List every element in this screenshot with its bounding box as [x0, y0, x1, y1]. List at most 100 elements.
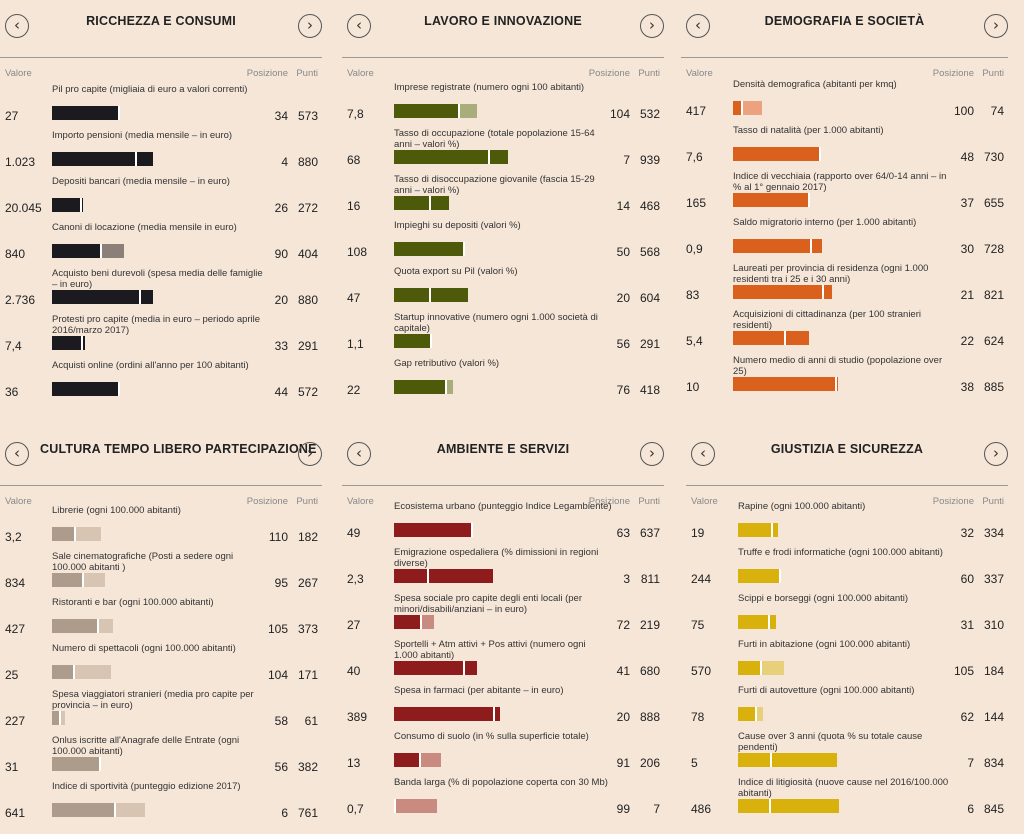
indicator-value: 27: [5, 109, 19, 123]
indicator-row[interactable]: Furti di autovetture (ogni 100.000 abita…: [686, 685, 1008, 732]
score-bar-fill: [52, 152, 135, 166]
prev-arrow-icon[interactable]: ‹: [5, 442, 29, 466]
indicator-label: Canoni di locazione (media mensile in eu…: [52, 222, 237, 233]
indicator-row[interactable]: Importo pensioni (media mensile – in eur…: [0, 130, 322, 177]
indicator-row[interactable]: Quota export su Pil (valori %) 47 20 604: [342, 266, 664, 313]
indicator-row[interactable]: Cause over 3 anni (quota % su totale cau…: [686, 731, 1008, 778]
indicator-row[interactable]: Furti in abitazione (ogni 100.000 abitan…: [686, 639, 1008, 686]
indicator-row[interactable]: Consumo di suolo (in % sulla superficie …: [342, 731, 664, 778]
indicator-row[interactable]: Acquisto beni durevoli (spesa media dell…: [0, 268, 322, 315]
indicator-value: 36: [5, 385, 19, 399]
indicator-position: 7: [623, 153, 630, 167]
indicator-row[interactable]: Laureati per provincia di residenza (ogn…: [681, 263, 1008, 310]
score-bar-fill: [738, 799, 769, 813]
indicator-label: Consumo di suolo (in % sulla superficie …: [394, 731, 589, 742]
indicator-row[interactable]: Scippi e borseggi (ogni 100.000 abitanti…: [686, 593, 1008, 640]
score-bar-fill: [738, 523, 771, 537]
indicator-row[interactable]: Sale cinematografiche (Posti a sedere og…: [0, 551, 322, 598]
indicator-points: 291: [639, 337, 660, 351]
indicator-points: 730: [983, 150, 1004, 164]
header-divider: [681, 57, 1008, 58]
indicator-row[interactable]: Sportelli + Atm attivi + Pos attivi (num…: [342, 639, 664, 686]
indicator-row[interactable]: Banda larga (% di popolazione coperta co…: [342, 777, 664, 824]
score-bar-fill: [733, 101, 741, 115]
score-bar-marker: [429, 288, 431, 302]
indicator-row[interactable]: Spesa sociale pro capite degli enti loca…: [342, 593, 664, 640]
indicator-row[interactable]: Densità demografica (abitanti per kmq) 41…: [681, 79, 1008, 126]
column-header-valore: Valore: [5, 496, 32, 507]
score-bar-fill: [733, 193, 808, 207]
indicator-points: 373: [297, 622, 318, 636]
score-bar-marker: [82, 573, 84, 587]
indicator-row[interactable]: Indice di litigiosità (nuove cause nel 2…: [686, 777, 1008, 824]
indicator-row[interactable]: Pil pro capite (migliaia di euro a valor…: [0, 84, 322, 131]
column-header-punti: Punti: [982, 496, 1004, 507]
indicator-row[interactable]: Acquisizioni di cittadinanza (per 100 st…: [681, 309, 1008, 356]
next-arrow-icon[interactable]: ›: [640, 442, 664, 466]
indicator-row[interactable]: Librerie (ogni 100.000 abitanti) 3,2 110 18…: [0, 505, 322, 552]
score-bar: [394, 288, 509, 302]
score-bar-fill: [733, 331, 784, 345]
indicator-row[interactable]: Tasso di disoccupazione giovanile (fasci…: [342, 174, 664, 221]
score-bar-marker: [99, 757, 101, 771]
indicator-row[interactable]: Ecosistema urbano (punteggio Indice Lega…: [342, 501, 664, 548]
panel-title: RICCHEZZA E CONSUMI: [86, 14, 236, 28]
indicator-points: 728: [983, 242, 1004, 256]
indicator-row[interactable]: Startup innovative (numero ogni 1.000 so…: [342, 312, 664, 359]
indicator-row[interactable]: Imprese registrate (numero ogni 100 abit…: [342, 82, 664, 129]
score-bar-marker: [488, 150, 490, 164]
indicator-points: 888: [639, 710, 660, 724]
indicator-points: 761: [297, 806, 318, 820]
prev-arrow-icon[interactable]: ‹: [347, 442, 371, 466]
indicator-row[interactable]: Acquisti online (ordini all'anno per 100…: [0, 360, 322, 407]
indicator-row[interactable]: Onlus iscritte all'Anagrafe delle Entrat…: [0, 735, 322, 782]
next-arrow-icon[interactable]: ›: [984, 14, 1008, 38]
indicator-row[interactable]: Depositi bancari (media mensile – in eur…: [0, 176, 322, 223]
indicator-row[interactable]: Emigrazione ospedaliera (% dimissioni in…: [342, 547, 664, 594]
prev-arrow-icon[interactable]: ‹: [686, 14, 710, 38]
indicator-row[interactable]: Canoni di locazione (media mensile in eu…: [0, 222, 322, 269]
indicator-row[interactable]: Tasso di natalità (per 1.000 abitanti) 7,…: [681, 125, 1008, 172]
score-bar-fill: [733, 239, 810, 253]
next-arrow-icon[interactable]: ›: [984, 442, 1008, 466]
indicator-row[interactable]: Indice di sportività (punteggio edizione…: [0, 781, 322, 828]
indicator-row[interactable]: Spesa viaggiatori stranieri (media pro c…: [0, 689, 322, 736]
panel-giustizia-e-sicurezza: ‹ GIUSTIZIA E SICUREZZA › Valore Posizione Pu…: [686, 428, 1008, 828]
indicator-label: Startup innovative (numero ogni 1.000 so…: [394, 312, 598, 334]
indicator-position: 104: [609, 107, 630, 121]
prev-arrow-icon[interactable]: ‹: [347, 14, 371, 38]
prev-arrow-icon[interactable]: ‹: [5, 14, 29, 38]
indicator-row[interactable]: Tasso di occupazione (totale popolazione…: [342, 128, 664, 175]
score-bar-fill: [394, 523, 471, 537]
score-bar-fill: [394, 615, 420, 629]
indicator-row[interactable]: Spesa in farmaci (per abitante – in euro…: [342, 685, 664, 732]
indicator-points: 7: [653, 802, 660, 816]
indicator-label: Pil pro capite (migliaia di euro a valor…: [52, 84, 248, 95]
next-arrow-icon[interactable]: ›: [298, 14, 322, 38]
next-arrow-icon[interactable]: ›: [298, 442, 322, 466]
header-divider: [0, 485, 322, 486]
score-bar: [394, 661, 509, 675]
score-bar-tail: [429, 288, 468, 302]
indicator-points: 171: [297, 668, 318, 682]
indicator-row[interactable]: Rapine (ogni 100.000 abitanti) 19 32 334: [686, 501, 1008, 548]
indicator-row[interactable]: Ristoranti e bar (ogni 100.000 abitanti)…: [0, 597, 322, 644]
indicator-label: Spesa sociale pro capite degli enti loca…: [394, 593, 582, 615]
indicator-points: 382: [297, 760, 318, 774]
indicator-row[interactable]: Numero di spettacoli (ogni 100.000 abita…: [0, 643, 322, 690]
indicator-row[interactable]: Truffe e frodi informatiche (ogni 100.00…: [686, 547, 1008, 594]
prev-arrow-icon[interactable]: ‹: [691, 442, 715, 466]
indicator-points: 880: [297, 293, 318, 307]
indicator-row[interactable]: Numero medio di anni di studio (popolazi…: [681, 355, 1008, 402]
indicator-row[interactable]: Indice di vecchiaia (rapporto over 64/0-…: [681, 171, 1008, 218]
indicator-label: Spesa viaggiatori stranieri (media pro c…: [52, 689, 254, 711]
indicator-row[interactable]: Saldo migratorio interno (per 1.000 abit…: [681, 217, 1008, 264]
indicator-row[interactable]: Impieghi su depositi (valori %) 108 50 568: [342, 220, 664, 267]
score-bar: [394, 753, 509, 767]
next-arrow-icon[interactable]: ›: [640, 14, 664, 38]
indicator-position: 105: [267, 622, 288, 636]
score-bar: [738, 661, 853, 675]
indicator-label: Furti in abitazione (ogni 100.000 abitan…: [738, 639, 911, 650]
indicator-row[interactable]: Gap retributivo (valori %) 22 76 418: [342, 358, 664, 405]
indicator-row[interactable]: Protesti pro capite (media in euro – per…: [0, 314, 322, 361]
